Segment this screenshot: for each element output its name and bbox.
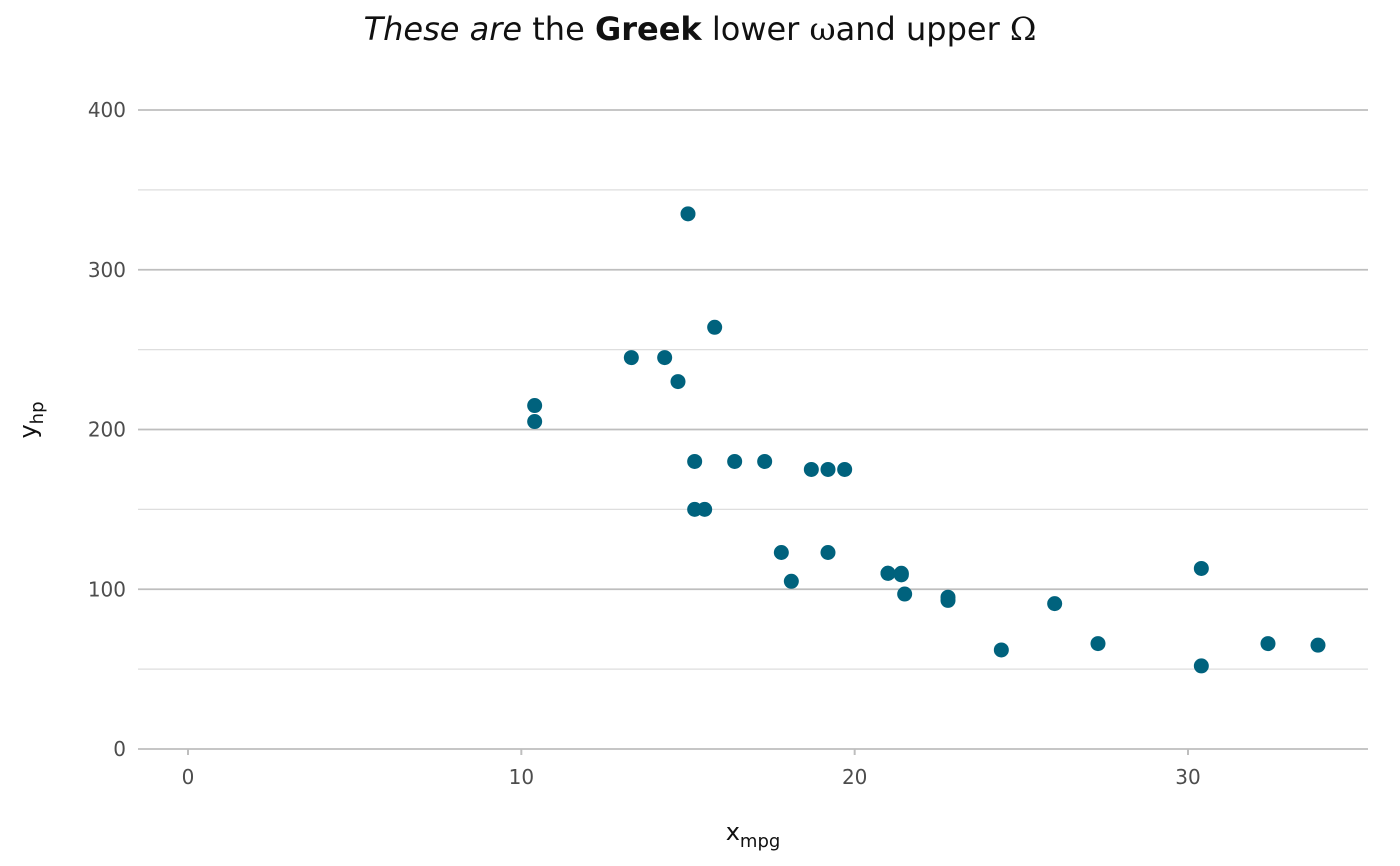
data-point [657, 350, 673, 366]
data-point [757, 453, 773, 469]
data-point [1090, 636, 1106, 652]
x-axis-label-main: x [726, 818, 740, 846]
data-point [837, 461, 853, 477]
x-tick-label: 0 [182, 765, 195, 789]
y-tick-label: 0 [113, 737, 126, 761]
data-point [1193, 658, 1209, 674]
title-omega-upper: Ω [1009, 10, 1037, 48]
y-tick-label: 300 [88, 258, 126, 282]
y-axis-label: yhp [14, 401, 48, 438]
data-point [670, 374, 686, 390]
data-point [820, 461, 836, 477]
title-plain-part-1: the [532, 10, 585, 48]
grid [138, 109, 1368, 750]
x-tick-label: 30 [1175, 765, 1200, 789]
data-point [880, 565, 896, 581]
data-point [803, 461, 819, 477]
y-tick-label: 400 [88, 98, 126, 122]
data-point [897, 586, 913, 602]
data-point [707, 319, 723, 335]
axis-ticks: 0 100 200 300 400 0 10 20 30 [88, 98, 1201, 789]
data-point [623, 350, 639, 366]
data-point [820, 545, 836, 561]
data-point [1193, 560, 1209, 576]
data-point [893, 567, 909, 583]
data-point [727, 453, 743, 469]
data-point [783, 573, 799, 589]
data-point [687, 501, 703, 517]
x-axis-label: xmpg [726, 818, 781, 852]
y-tick-label: 100 [88, 577, 126, 601]
data-point [687, 453, 703, 469]
title-italic-part: These are [363, 10, 523, 48]
data-point [940, 589, 956, 605]
data-point [680, 206, 696, 222]
data-point [527, 414, 543, 430]
x-tick-label: 20 [842, 765, 867, 789]
data-point [993, 642, 1009, 658]
data-point [1310, 637, 1326, 653]
title-bold-part: Greek [594, 10, 702, 48]
x-tick-label: 10 [509, 765, 534, 789]
y-tick-label: 200 [88, 418, 126, 442]
data-points [527, 206, 1326, 674]
y-axis-label-main: y [14, 424, 42, 438]
title-plain-part-3: and upper [835, 10, 1000, 48]
title-plain-part-2: lower [711, 10, 800, 48]
title-omega-lower: ω [809, 10, 836, 48]
data-point [527, 398, 543, 414]
x-axis-label-sub: mpg [740, 831, 780, 852]
chart-title: These are the Greek lower ωand upper Ω [0, 10, 1400, 48]
y-axis-label-sub: hp [27, 401, 48, 424]
data-point [1260, 636, 1276, 652]
data-point [1047, 596, 1063, 612]
data-point [773, 545, 789, 561]
